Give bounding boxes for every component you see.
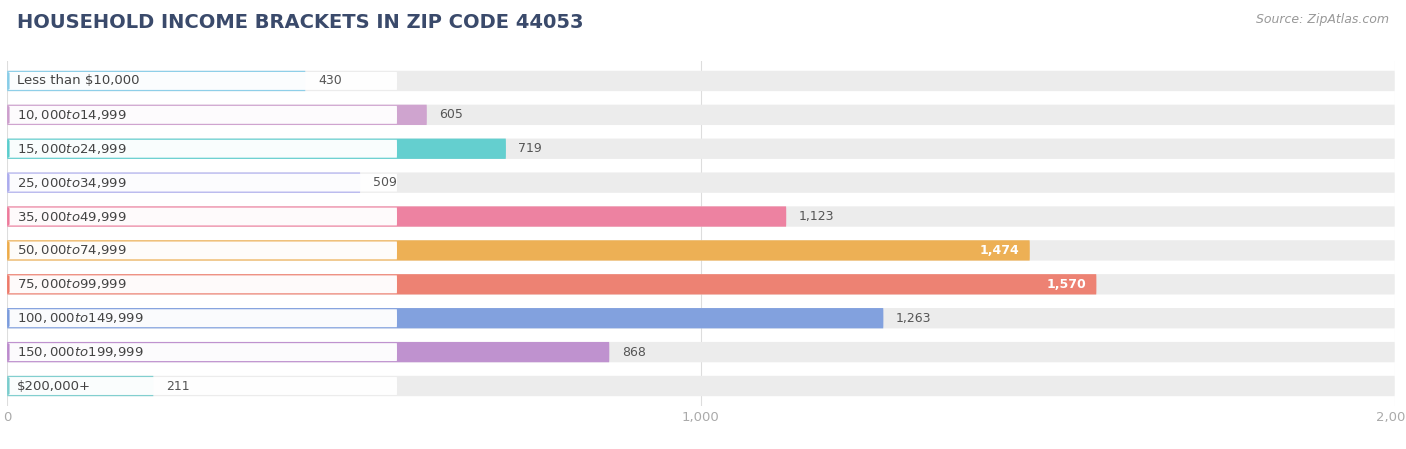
FancyBboxPatch shape bbox=[8, 207, 396, 225]
Text: $25,000 to $34,999: $25,000 to $34,999 bbox=[17, 176, 127, 189]
FancyBboxPatch shape bbox=[8, 174, 396, 192]
FancyBboxPatch shape bbox=[8, 140, 396, 158]
FancyBboxPatch shape bbox=[7, 376, 153, 396]
FancyBboxPatch shape bbox=[7, 274, 1395, 295]
Text: 211: 211 bbox=[166, 379, 190, 392]
Text: 509: 509 bbox=[373, 176, 396, 189]
FancyBboxPatch shape bbox=[7, 274, 1097, 295]
FancyBboxPatch shape bbox=[7, 207, 1395, 227]
FancyBboxPatch shape bbox=[8, 343, 396, 361]
FancyBboxPatch shape bbox=[7, 207, 786, 227]
Text: 1,474: 1,474 bbox=[980, 244, 1019, 257]
Text: 430: 430 bbox=[318, 75, 342, 88]
FancyBboxPatch shape bbox=[8, 72, 396, 90]
FancyBboxPatch shape bbox=[8, 242, 396, 260]
Text: 719: 719 bbox=[519, 142, 543, 155]
FancyBboxPatch shape bbox=[8, 106, 396, 124]
FancyBboxPatch shape bbox=[7, 240, 1029, 260]
FancyBboxPatch shape bbox=[7, 71, 1395, 91]
FancyBboxPatch shape bbox=[8, 309, 396, 327]
Text: $35,000 to $49,999: $35,000 to $49,999 bbox=[17, 210, 127, 224]
Text: Source: ZipAtlas.com: Source: ZipAtlas.com bbox=[1256, 13, 1389, 26]
FancyBboxPatch shape bbox=[7, 139, 506, 159]
FancyBboxPatch shape bbox=[7, 71, 305, 91]
Text: $200,000+: $200,000+ bbox=[17, 379, 91, 392]
FancyBboxPatch shape bbox=[8, 377, 396, 395]
Text: Less than $10,000: Less than $10,000 bbox=[17, 75, 139, 88]
Text: 605: 605 bbox=[439, 108, 463, 121]
FancyBboxPatch shape bbox=[7, 342, 609, 362]
Text: 1,570: 1,570 bbox=[1046, 278, 1085, 291]
FancyBboxPatch shape bbox=[8, 275, 396, 293]
FancyBboxPatch shape bbox=[7, 172, 1395, 193]
Text: HOUSEHOLD INCOME BRACKETS IN ZIP CODE 44053: HOUSEHOLD INCOME BRACKETS IN ZIP CODE 44… bbox=[17, 13, 583, 32]
Text: $10,000 to $14,999: $10,000 to $14,999 bbox=[17, 108, 127, 122]
FancyBboxPatch shape bbox=[7, 308, 1395, 328]
Text: $100,000 to $149,999: $100,000 to $149,999 bbox=[17, 311, 143, 325]
FancyBboxPatch shape bbox=[7, 376, 1395, 396]
FancyBboxPatch shape bbox=[7, 105, 427, 125]
FancyBboxPatch shape bbox=[7, 172, 360, 193]
Text: $75,000 to $99,999: $75,000 to $99,999 bbox=[17, 277, 127, 291]
Text: $15,000 to $24,999: $15,000 to $24,999 bbox=[17, 142, 127, 156]
Text: 1,123: 1,123 bbox=[799, 210, 834, 223]
Text: 1,263: 1,263 bbox=[896, 312, 931, 325]
FancyBboxPatch shape bbox=[7, 105, 1395, 125]
FancyBboxPatch shape bbox=[7, 139, 1395, 159]
FancyBboxPatch shape bbox=[7, 240, 1395, 260]
FancyBboxPatch shape bbox=[7, 308, 883, 328]
Text: $50,000 to $74,999: $50,000 to $74,999 bbox=[17, 243, 127, 257]
Text: 868: 868 bbox=[621, 346, 645, 359]
Text: $150,000 to $199,999: $150,000 to $199,999 bbox=[17, 345, 143, 359]
FancyBboxPatch shape bbox=[7, 342, 1395, 362]
